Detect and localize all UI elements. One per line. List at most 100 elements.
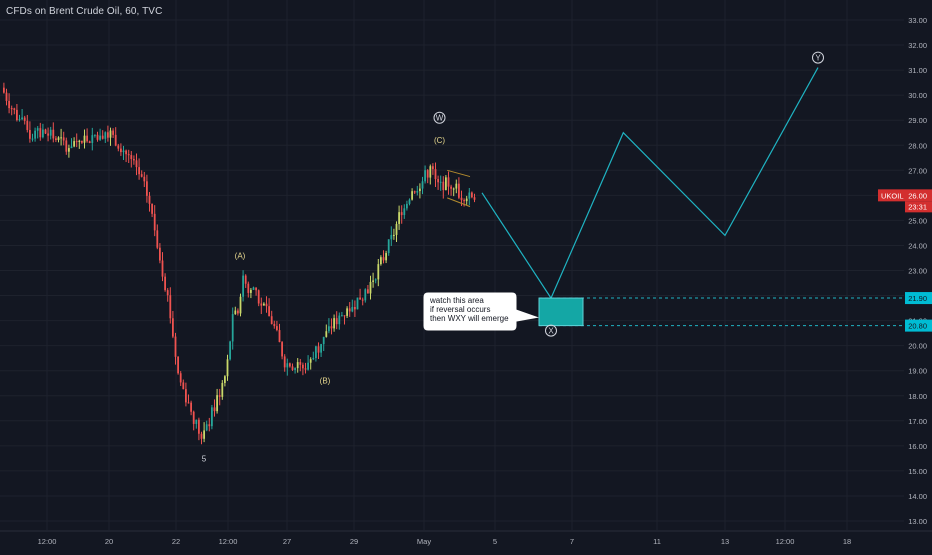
candle-body (187, 402, 190, 404)
candle-body (315, 346, 317, 359)
price-tick-label: 30.00 (908, 91, 927, 100)
candle-body (237, 310, 239, 314)
candle-body (372, 280, 374, 282)
candle-body (159, 247, 161, 261)
candle-body (198, 419, 200, 434)
candle-body (432, 166, 434, 170)
candle-body (109, 130, 112, 138)
candle-body (78, 140, 81, 142)
grid (0, 0, 904, 530)
candle-body (387, 239, 390, 254)
candle-body (75, 141, 78, 143)
candle-body (330, 326, 333, 329)
candle-body (382, 257, 385, 261)
candle-body (398, 212, 400, 224)
candle-body (335, 318, 338, 325)
candle-body (450, 186, 452, 189)
candle-body (247, 283, 250, 293)
candle-body (426, 170, 429, 178)
price-tick-label: 18.00 (908, 392, 927, 401)
candle-body (44, 129, 47, 134)
candle-body (424, 170, 426, 182)
level-badge-text: 20.80 (908, 322, 927, 331)
candle-body (21, 117, 23, 120)
candle-body (351, 306, 354, 312)
wave-labels: 5 (A) (B) (C) W X Y (202, 51, 824, 463)
candle-body (18, 119, 21, 121)
time-axis[interactable]: 12:00 20 22 12:00 27 29 May 5 7 11 13 12:00 18 (0, 530, 932, 550)
candle-body (429, 166, 432, 178)
candle-body (276, 326, 278, 331)
candle-body (91, 135, 94, 143)
candle-body (458, 183, 460, 198)
candle-body (291, 366, 294, 370)
candle-body (239, 296, 242, 314)
level-badge (905, 319, 932, 332)
candle-body (224, 376, 226, 383)
candle-body (218, 395, 221, 397)
candle-body (107, 132, 109, 138)
candle-body (169, 295, 172, 319)
candle-body (55, 138, 57, 140)
candle-body (439, 181, 442, 183)
callout-text: watch this area (429, 296, 484, 305)
candle-body (421, 181, 424, 189)
price-tick-label: 33.00 (908, 16, 927, 25)
candle-body (221, 382, 224, 397)
candle-body (348, 308, 351, 312)
price-tick-label: 24.00 (908, 241, 927, 250)
candle-body (213, 407, 216, 412)
candle-body (16, 109, 18, 121)
time-tick-label: 12:00 (219, 537, 238, 546)
wave-projection (481, 67, 819, 300)
wave-label: X (548, 327, 554, 336)
candle-body (270, 316, 273, 324)
candle-body (185, 389, 187, 403)
candle-body (356, 297, 359, 310)
candle-body (161, 260, 164, 277)
candle-body (174, 336, 177, 357)
wave-label-circle (812, 51, 824, 64)
zone-box (538, 297, 584, 327)
candle-body (328, 326, 330, 332)
candle-body (312, 358, 315, 360)
candle-body (333, 318, 335, 329)
candle-body (463, 200, 465, 202)
candle-body (437, 179, 439, 183)
price-axis[interactable]: 13.00 14.00 15.00 16.00 17.00 18.00 19.00 20.00… (878, 0, 932, 530)
chart-title: CFDs on Brent Crude Oil, 60, TVC (6, 6, 163, 17)
candle-body (205, 424, 208, 431)
price-tick-label: 20.00 (908, 342, 927, 351)
candle-body (359, 297, 361, 300)
candle-body (156, 230, 159, 248)
candle-body (411, 191, 413, 200)
candle-body (244, 275, 247, 284)
candle-body (94, 134, 96, 136)
candle-body (148, 195, 151, 204)
candle-body (364, 289, 367, 301)
candle-body (460, 197, 463, 201)
candle-body (395, 223, 398, 235)
triangle-pattern (447, 169, 471, 208)
candle-body (208, 424, 211, 427)
candle-body (455, 183, 458, 189)
candle-body (26, 120, 29, 130)
candle-body (320, 344, 322, 353)
candle-body (234, 310, 237, 315)
candle-body (164, 276, 166, 291)
candle-body (13, 108, 16, 110)
candle-body (140, 174, 143, 177)
candle-body (252, 287, 255, 290)
candle-body (346, 308, 348, 316)
candle-body (192, 411, 195, 424)
candle-body (263, 303, 265, 306)
candle-body (179, 373, 182, 383)
candle-body (257, 290, 260, 304)
time-tick-label: May (417, 537, 431, 546)
candle-body (3, 87, 5, 93)
price-tick-label: 14.00 (908, 492, 927, 501)
time-tick-label: 11 (653, 537, 661, 546)
candle-body (177, 356, 179, 374)
